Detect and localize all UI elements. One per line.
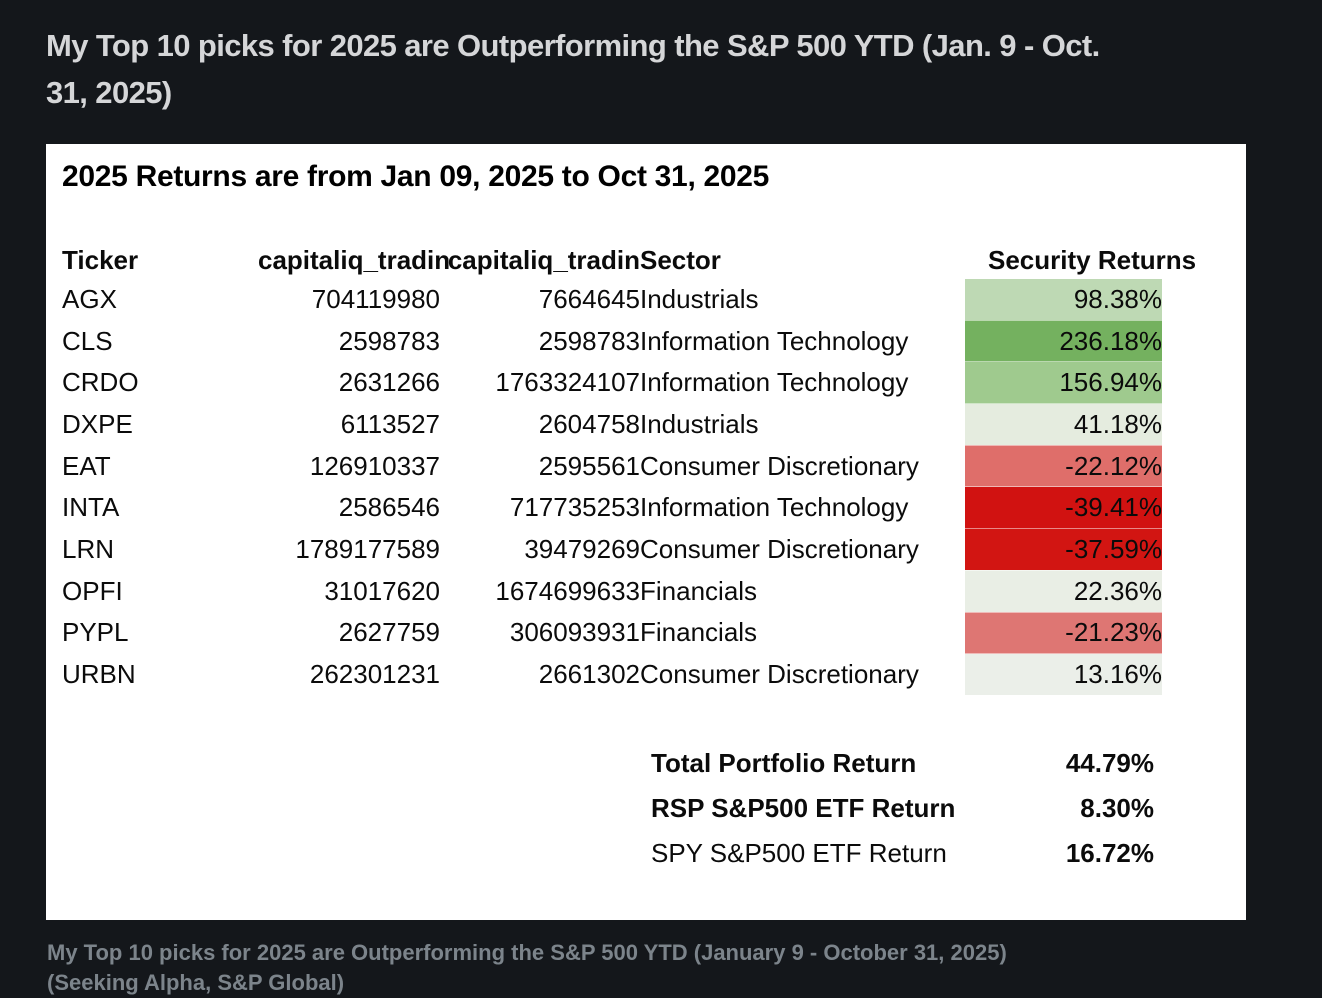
page-title-line1: My Top 10 picks for 2025 are Outperformi…	[46, 28, 1100, 63]
summary-block: Total Portfolio Return 44.79% RSP S&P500…	[62, 741, 1162, 876]
summary-label: RSP S&P500 ETF Return	[651, 792, 956, 823]
table-row: INTA 2586546 717735253 Information Techn…	[62, 486, 1162, 529]
summary-row: RSP S&P500 ETF Return 8.30%	[62, 786, 1162, 831]
ticker-cell: URBN	[62, 658, 136, 689]
table-row: LRN 1789177589 39479269 Consumer Discret…	[62, 528, 1162, 571]
table-row: EAT 126910337 2595561 Consumer Discretio…	[62, 444, 1162, 487]
sector-cell: Consumer Discretionary	[640, 658, 919, 689]
sector-cell: Information Technology	[640, 492, 909, 523]
summary-value: 8.30%	[1080, 792, 1154, 823]
capitaliq-1-cell: 262301231	[309, 658, 440, 689]
capitaliq-1-cell: 2586546	[338, 492, 440, 523]
col-header-capitaliq-1: capitaliq_tradin	[258, 244, 451, 275]
ticker-cell: PYPL	[62, 617, 129, 648]
sector-cell: Financials	[640, 575, 758, 606]
table-row: CLS 2598783 2598783 Information Technolo…	[62, 319, 1162, 362]
col-header-ticker: Ticker	[62, 244, 139, 275]
summary-label: SPY S&P500 ETF Return	[651, 837, 947, 868]
ticker-cell: AGX	[62, 283, 117, 314]
security-return-cell: 22.36%	[965, 569, 1162, 612]
summary-value: 16.72%	[1065, 837, 1154, 868]
summary-row: SPY S&P500 ETF Return 16.72%	[62, 831, 1162, 876]
sector-cell: Consumer Discretionary	[640, 450, 919, 481]
table-row: OPFI 31017620 1674699633 Financials 22.3…	[62, 569, 1162, 612]
ticker-cell: DXPE	[62, 408, 133, 439]
sector-cell: Information Technology	[640, 325, 909, 356]
summary-row: Total Portfolio Return 44.79%	[62, 741, 1162, 786]
security-return-cell: 236.18%	[965, 319, 1162, 362]
capitaliq-2-cell: 39479269	[524, 533, 640, 564]
figure-caption-line1: My Top 10 picks for 2025 are Outperformi…	[47, 939, 1007, 965]
ticker-cell: EAT	[62, 450, 111, 481]
summary-value: 44.79%	[1065, 747, 1154, 778]
summary-label: Total Portfolio Return	[651, 747, 917, 778]
page-title: My Top 10 picks for 2025 are Outperformi…	[46, 22, 1322, 116]
capitaliq-1-cell: 2631266	[338, 367, 440, 398]
col-header-sector: Sector	[640, 244, 721, 275]
sector-cell: Information Technology	[640, 367, 909, 398]
figure-title: 2025 Returns are from Jan 09, 2025 to Oc…	[62, 160, 770, 193]
capitaliq-2-cell: 2598783	[538, 325, 640, 356]
security-return-cell: 98.38%	[965, 278, 1162, 321]
security-return-cell: 41.18%	[965, 403, 1162, 446]
returns-figure: 2025 Returns are from Jan 09, 2025 to Oc…	[46, 144, 1246, 920]
page-title-line2: 31, 2025)	[46, 75, 172, 110]
capitaliq-1-cell: 2627759	[338, 617, 440, 648]
capitaliq-2-cell: 7664645	[538, 283, 640, 314]
col-header-security-returns-label: Security Returns	[988, 244, 1197, 275]
figure-caption: My Top 10 picks for 2025 are Outperformi…	[47, 938, 1322, 998]
col-header-security-returns: Security Returns	[965, 242, 1196, 279]
ticker-cell: LRN	[62, 533, 115, 564]
ticker-cell: INTA	[62, 492, 120, 523]
table-header-row: Ticker capitaliq_tradin capitaliq_tradin…	[62, 242, 1196, 279]
table-row: AGX 704119980 7664645 Industrials 98.38%	[62, 278, 1162, 321]
capitaliq-1-cell: 2598783	[338, 325, 440, 356]
sector-cell: Industrials	[640, 283, 759, 314]
capitaliq-2-cell: 717735253	[509, 492, 640, 523]
capitaliq-2-cell: 1763324107	[495, 367, 640, 398]
capitaliq-2-cell: 2604758	[538, 408, 640, 439]
security-return-cell: 13.16%	[965, 653, 1162, 695]
capitaliq-1-cell: 704119980	[311, 283, 440, 314]
table-row: PYPL 2627759 306093931 Financials -21.23…	[62, 611, 1162, 654]
capitaliq-2-cell: 2595561	[538, 450, 640, 481]
security-return-cell: -21.23%	[965, 611, 1162, 654]
col-header-capitaliq-2: capitaliq_tradin	[447, 244, 640, 275]
sector-cell: Industrials	[640, 408, 759, 439]
security-return-cell: 156.94%	[965, 361, 1162, 404]
table-row: DXPE 6113527 2604758 Industrials 41.18%	[62, 403, 1162, 446]
table-row: URBN 262301231 2661302 Consumer Discreti…	[62, 653, 1162, 695]
capitaliq-1-cell: 31017620	[324, 575, 440, 606]
capitaliq-2-cell: 2661302	[538, 658, 640, 689]
capitaliq-1-cell: 126910337	[309, 450, 440, 481]
sector-cell: Consumer Discretionary	[640, 533, 919, 564]
capitaliq-1-cell: 6113527	[340, 408, 440, 439]
ticker-cell: OPFI	[62, 575, 123, 606]
security-return-cell: -22.12%	[965, 444, 1162, 487]
capitaliq-2-cell: 1674699633	[495, 575, 640, 606]
security-return-cell: -39.41%	[965, 486, 1162, 529]
sector-cell: Financials	[640, 617, 758, 648]
ticker-cell: CRDO	[62, 367, 139, 398]
capitaliq-2-cell: 306093931	[509, 617, 640, 648]
ticker-cell: CLS	[62, 325, 113, 356]
security-return-cell: -37.59%	[965, 528, 1162, 571]
capitaliq-1-cell: 1789177589	[295, 533, 440, 564]
table-row: CRDO 2631266 1763324107 Information Tech…	[62, 361, 1162, 404]
returns-table: Ticker capitaliq_tradin capitaliq_tradin…	[62, 242, 1196, 695]
figure-caption-line2: (Seeking Alpha, S&P Global)	[47, 969, 345, 995]
